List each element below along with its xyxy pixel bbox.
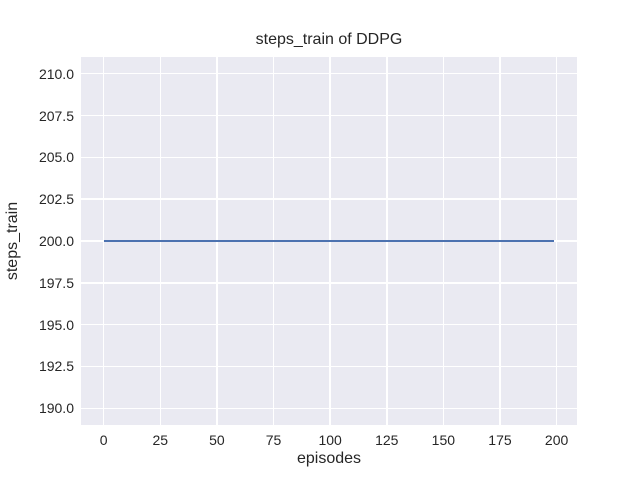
y-tick-label: 205.0	[38, 149, 74, 166]
data-line-steps_train	[103, 240, 555, 242]
y-tick-label: 192.5	[38, 358, 74, 375]
y-gridline	[81, 72, 577, 75]
y-gridline	[81, 198, 577, 200]
y-tick-label: 195.0	[38, 316, 74, 333]
y-gridline	[81, 323, 577, 326]
y-tick-label: 197.5	[38, 274, 74, 291]
y-tick-label: 202.5	[38, 191, 74, 208]
y-gridline	[81, 114, 577, 117]
x-tick-label: 25	[152, 432, 169, 448]
y-gridline	[81, 282, 577, 284]
x-tick-label: 50	[209, 432, 225, 448]
x-tick-label: 200	[544, 432, 569, 448]
y-tick-label: 190.0	[38, 400, 74, 417]
x-tick-label: 125	[375, 432, 399, 448]
chart-title: steps_train of DDPG	[255, 31, 403, 48]
x-tick-label: 150	[431, 432, 456, 448]
x-tick-label: 75	[265, 432, 282, 448]
y-tick-label: 207.5	[38, 107, 74, 124]
x-axis-label: episodes	[296, 450, 362, 467]
y-axis-label: steps_train	[4, 201, 21, 281]
x-tick-label: 0	[99, 432, 108, 448]
x-tick-label: 175	[488, 432, 512, 448]
y-tick-label: 210.0	[38, 65, 74, 82]
y-gridline	[81, 156, 577, 159]
plot-area	[81, 57, 577, 425]
x-tick-label: 100	[318, 432, 342, 448]
y-gridline	[81, 365, 577, 368]
y-gridline	[81, 407, 577, 410]
y-tick-label: 200.0	[38, 233, 74, 249]
